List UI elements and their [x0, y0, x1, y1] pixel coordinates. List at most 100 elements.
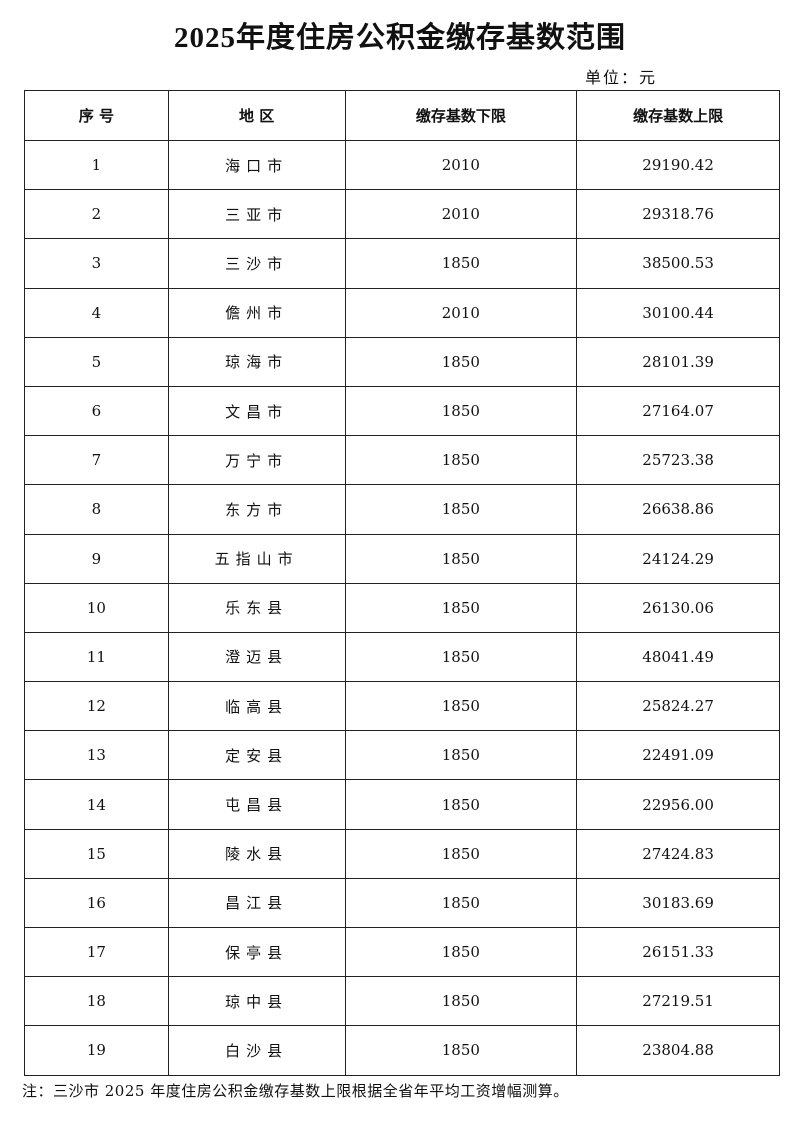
cell-lower-limit: 2010 — [344, 189, 578, 240]
cell-region: 澄迈县 — [167, 631, 346, 683]
cell-upper-limit: 22491.09 — [576, 730, 780, 781]
cell-region: 海口市 — [167, 139, 346, 191]
table-row: 4 儋州市 2010 30100.44 — [24, 287, 780, 338]
header-index: 序 号 — [24, 90, 169, 141]
table-row: 11 澄迈县 1850 48041.49 — [24, 631, 780, 683]
cell-upper-limit: 29318.76 — [576, 189, 780, 240]
cell-index: 10 — [24, 582, 169, 633]
cell-region: 东方市 — [167, 484, 346, 535]
page-title: 2025年度住房公积金缴存基数范围 — [173, 22, 626, 54]
header-upper-limit: 缴存基数上限 — [576, 90, 780, 141]
cell-upper-limit: 29190.42 — [576, 139, 780, 191]
cell-region: 定安县 — [167, 730, 346, 781]
cell-upper-limit: 30183.69 — [576, 877, 780, 929]
table-row: 9 五指山市 1850 24124.29 — [24, 533, 780, 584]
cell-lower-limit: 1850 — [344, 631, 578, 683]
cell-upper-limit: 22956.00 — [576, 779, 780, 830]
table-row: 14 屯昌县 1850 22956.00 — [24, 779, 780, 830]
cell-lower-limit: 1850 — [344, 877, 578, 929]
cell-lower-limit: 2010 — [344, 287, 578, 338]
cell-lower-limit: 1850 — [344, 336, 578, 387]
cell-region: 保亭县 — [167, 926, 346, 978]
cell-lower-limit: 1850 — [344, 926, 578, 978]
table-header-row: 序 号 地 区 缴存基数下限 缴存基数上限 — [24, 90, 780, 141]
cell-index: 5 — [24, 336, 169, 387]
cell-region: 文昌市 — [167, 385, 346, 437]
cell-lower-limit: 1850 — [344, 730, 578, 781]
header-region: 地 区 — [167, 90, 346, 141]
cell-index: 11 — [24, 631, 169, 683]
cell-index: 6 — [24, 385, 169, 437]
cell-lower-limit: 1850 — [344, 533, 578, 584]
cell-upper-limit: 27219.51 — [576, 976, 780, 1027]
header-lower-limit: 缴存基数下限 — [344, 90, 578, 141]
cell-lower-limit: 1850 — [344, 385, 578, 437]
cell-upper-limit: 27164.07 — [576, 385, 780, 437]
cell-lower-limit: 1850 — [344, 1025, 578, 1076]
cell-upper-limit: 24124.29 — [576, 533, 780, 584]
table-row: 12 临高县 1850 25824.27 — [24, 681, 780, 732]
table-row: 8 东方市 1850 26638.86 — [24, 484, 780, 535]
cell-lower-limit: 1850 — [344, 828, 578, 879]
cell-upper-limit: 38500.53 — [576, 238, 780, 289]
cell-region: 临高县 — [167, 681, 346, 732]
cell-upper-limit: 28101.39 — [576, 336, 780, 387]
cell-index: 14 — [24, 779, 169, 830]
table-row: 6 文昌市 1850 27164.07 — [24, 385, 780, 437]
cell-region: 琼中县 — [167, 976, 346, 1027]
cell-region: 三亚市 — [167, 189, 346, 240]
cell-upper-limit: 30100.44 — [576, 287, 780, 338]
cell-lower-limit: 1850 — [344, 779, 578, 830]
cell-index: 17 — [24, 926, 169, 978]
cell-upper-limit: 27424.83 — [576, 828, 780, 879]
cell-index: 2 — [24, 189, 169, 240]
cell-index: 7 — [24, 435, 169, 486]
table-row: 1 海口市 2010 29190.42 — [24, 139, 780, 191]
table-row: 3 三沙市 1850 38500.53 — [24, 238, 780, 289]
cell-lower-limit: 1850 — [344, 582, 578, 633]
cell-upper-limit: 26638.86 — [576, 484, 780, 535]
cell-region: 万宁市 — [167, 435, 346, 486]
cell-index: 13 — [24, 730, 169, 781]
cell-region: 儋州市 — [167, 287, 346, 338]
cell-lower-limit: 1850 — [344, 238, 578, 289]
table-row: 5 琼海市 1850 28101.39 — [24, 336, 780, 387]
cell-upper-limit: 25824.27 — [576, 681, 780, 732]
cell-index: 19 — [24, 1025, 169, 1076]
cell-region: 屯昌县 — [167, 779, 346, 830]
table-row: 2 三亚市 2010 29318.76 — [24, 189, 780, 240]
cell-region: 琼海市 — [167, 336, 346, 387]
table-row: 13 定安县 1850 22491.09 — [24, 730, 780, 781]
cell-index: 15 — [24, 828, 169, 879]
cell-region: 三沙市 — [167, 238, 346, 289]
cell-region: 五指山市 — [167, 533, 346, 584]
unit-label: 单位：元 — [585, 68, 658, 87]
cell-upper-limit: 26130.06 — [576, 582, 780, 633]
cell-region: 陵水县 — [167, 828, 346, 879]
cell-index: 3 — [24, 238, 169, 289]
cell-index: 18 — [24, 976, 169, 1027]
cell-index: 1 — [24, 139, 169, 191]
cell-lower-limit: 1850 — [344, 976, 578, 1027]
cell-upper-limit: 23804.88 — [576, 1025, 780, 1076]
cell-region: 昌江县 — [167, 877, 346, 929]
cell-region: 白沙县 — [167, 1025, 346, 1076]
cell-index: 12 — [24, 681, 169, 732]
cell-index: 4 — [24, 287, 169, 338]
contribution-base-table: 序 号 地 区 缴存基数下限 缴存基数上限 1 海口市 2010 29190.42 2 三… — [24, 90, 780, 1076]
table-row: 18 琼中县 1850 27219.51 — [24, 976, 780, 1027]
table-row: 17 保亭县 1850 26151.33 — [24, 926, 780, 978]
table-row: 16 昌江县 1850 30183.69 — [24, 877, 780, 929]
table-row: 19 白沙县 1850 23804.88 — [24, 1025, 780, 1076]
table-row: 15 陵水县 1850 27424.83 — [24, 828, 780, 879]
cell-upper-limit: 25723.38 — [576, 435, 780, 486]
cell-lower-limit: 1850 — [344, 484, 578, 535]
footnote: 注：三沙市 2025 年度住房公积金缴存基数上限根据全省年平均工资增幅测算。 — [22, 1082, 569, 1100]
table-row: 7 万宁市 1850 25723.38 — [24, 435, 780, 486]
cell-lower-limit: 2010 — [344, 139, 578, 191]
table-row: 10 乐东县 1850 26130.06 — [24, 582, 780, 633]
cell-upper-limit: 48041.49 — [576, 631, 780, 683]
cell-upper-limit: 26151.33 — [576, 926, 780, 978]
cell-index: 16 — [24, 877, 169, 929]
cell-region: 乐东县 — [167, 582, 346, 633]
